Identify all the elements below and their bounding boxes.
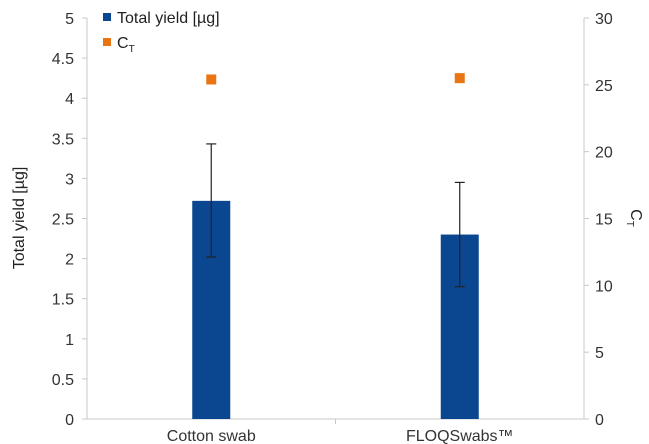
y2-axis-title: CT	[624, 209, 644, 227]
x-tick-label: Cotton swab	[167, 428, 256, 444]
legend-marker-ct	[103, 38, 111, 46]
y-tick-label: 3	[65, 171, 74, 188]
y2-tick-label: 5	[595, 345, 604, 362]
y2-tick-label: 10	[595, 278, 613, 295]
y2-tick-label: 25	[595, 78, 613, 95]
legend-label-ct: CT	[117, 35, 135, 55]
y-tick-label: 1	[65, 332, 74, 349]
bars	[192, 200, 479, 419]
y2-tick-label: 0	[595, 412, 604, 429]
legend: Total yield [µg] CT	[103, 10, 220, 55]
y-axis-title: Total yield [µg]	[11, 167, 28, 270]
y2-tick-label: 30	[595, 11, 613, 28]
y-tick-label: 2	[65, 252, 74, 269]
y-axis-ticks: 0 0.5 1 1.5 2 2.5 3 3.5 4 4.5 5	[52, 11, 87, 429]
y2-tick-label: 15	[595, 212, 613, 229]
y-tick-label: 1.5	[52, 292, 74, 309]
y2-tick-label: 20	[595, 145, 613, 162]
x-axis-ticks: Cotton swab FLOQSwabs™	[167, 419, 514, 444]
y2-axis-ticks: 0 5 10 15 20 25 30	[584, 11, 613, 429]
legend-marker-yield	[103, 13, 111, 21]
ct-marker	[206, 74, 217, 85]
y-tick-label: 0	[65, 412, 74, 429]
y-tick-label: 3.5	[52, 131, 74, 148]
y-tick-label: 4.5	[52, 51, 74, 68]
y-tick-label: 4	[65, 91, 74, 108]
legend-label-yield: Total yield [µg]	[117, 10, 220, 27]
error-bars	[206, 143, 465, 288]
y-tick-label: 2.5	[52, 212, 74, 229]
ct-markers	[206, 73, 465, 85]
y-tick-label: 0.5	[52, 372, 74, 389]
x-tick-label: FLOQSwabs™	[406, 428, 514, 444]
ct-marker	[454, 73, 465, 84]
y-tick-label: 5	[65, 11, 74, 28]
